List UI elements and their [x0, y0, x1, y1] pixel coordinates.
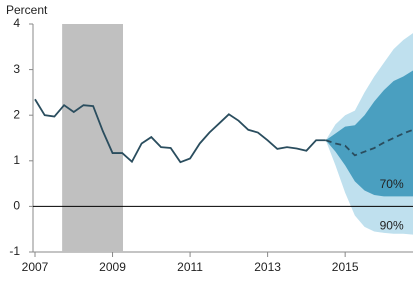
x-tick-label: 2009: [99, 260, 126, 274]
x-tick-label: 2015: [332, 260, 359, 274]
y-tick-label: -1: [9, 244, 20, 258]
y-tick-label: 2: [13, 107, 20, 121]
x-tick-label: 2013: [254, 260, 281, 274]
y-axis-label: Percent: [6, 3, 48, 17]
line-series: [325, 128, 414, 157]
x-tick-label: 2011: [177, 260, 203, 274]
recession-shade: [62, 24, 124, 252]
y-tick-label: 4: [13, 16, 20, 30]
y-tick-label: 1: [13, 153, 20, 167]
band-label: 70%: [380, 177, 404, 191]
confidence-band: [325, 70, 413, 197]
band-label: 90%: [380, 219, 404, 233]
x-tick-label: 2007: [22, 260, 49, 274]
line-series: [34, 98, 326, 164]
y-tick-label: 0: [13, 199, 20, 213]
y-tick-label: 3: [13, 62, 20, 76]
